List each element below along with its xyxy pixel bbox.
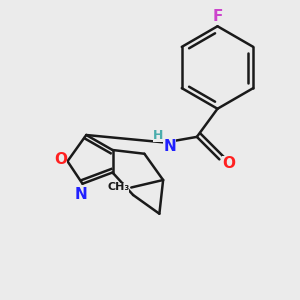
Text: O: O [222,156,235,171]
Text: F: F [212,9,223,24]
Text: N: N [163,139,176,154]
Text: CH₃: CH₃ [107,182,129,193]
Text: H: H [153,129,164,142]
Text: O: O [54,152,67,167]
Text: N: N [74,188,87,202]
